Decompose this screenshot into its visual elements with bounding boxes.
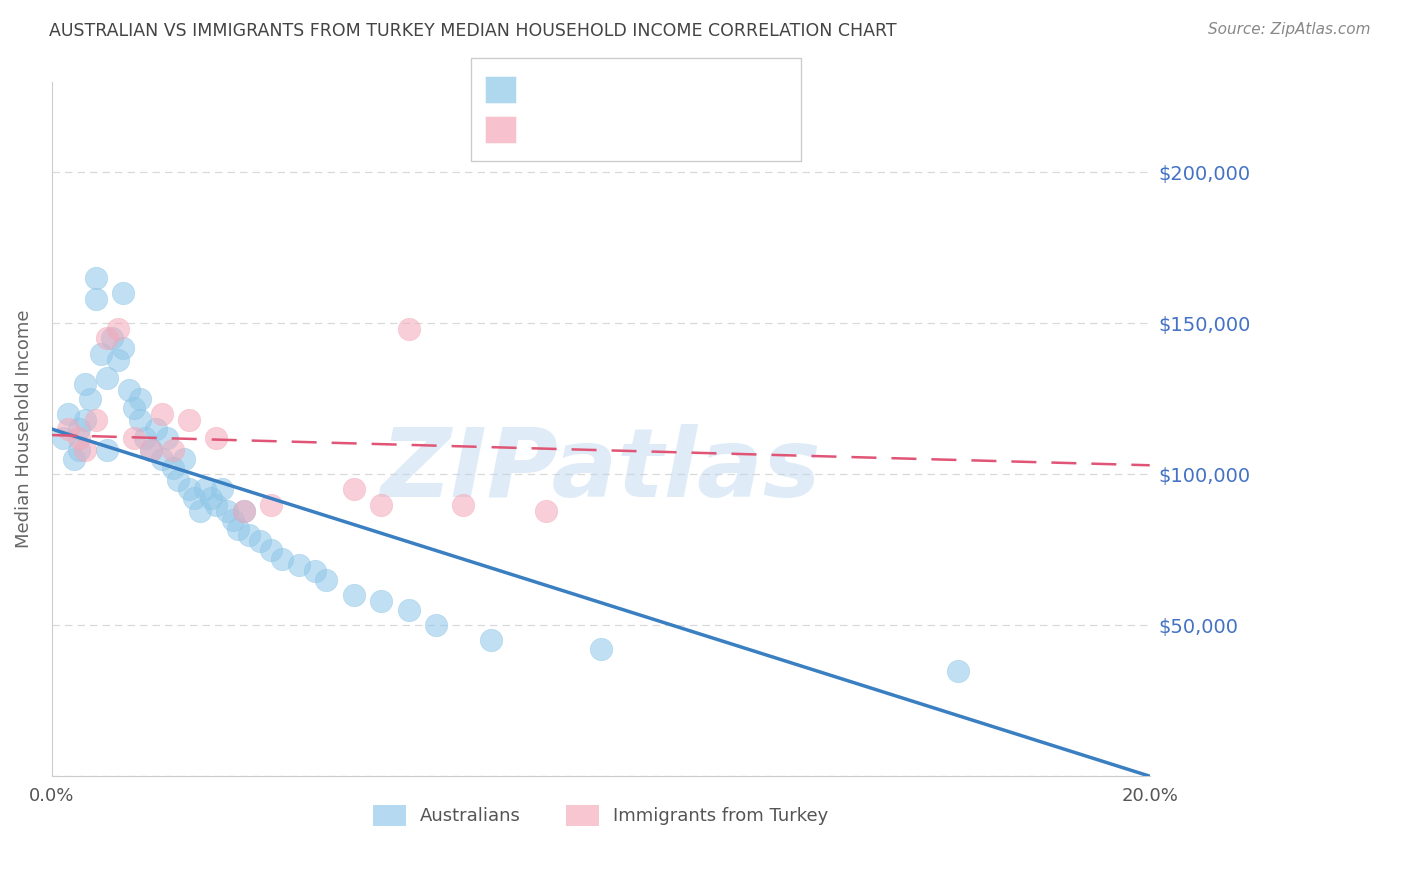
Point [589, 642, 612, 657]
Point [249, 533, 271, 548]
Point [205, 431, 228, 445]
Point [139, 443, 162, 458]
Point [398, 603, 420, 617]
Point [288, 558, 311, 572]
Point [398, 322, 420, 336]
Point [260, 542, 283, 557]
Point [177, 483, 200, 497]
Point [73, 376, 96, 391]
Point [67, 443, 90, 458]
Point [96, 443, 118, 458]
Text: R = -0.489   N = 54: R = -0.489 N = 54 [530, 79, 714, 99]
Point [343, 588, 366, 602]
Point [150, 452, 173, 467]
Point [73, 413, 96, 427]
Point [90, 346, 112, 360]
Point [479, 633, 502, 648]
Point [370, 594, 392, 608]
Point [205, 498, 228, 512]
Point [96, 370, 118, 384]
Point [145, 422, 167, 436]
Point [162, 461, 184, 475]
Point [304, 564, 326, 578]
Point [260, 498, 283, 512]
Point [425, 618, 447, 632]
Point [128, 413, 150, 427]
Text: R = -0.038   N = 19: R = -0.038 N = 19 [530, 120, 714, 139]
Point [453, 498, 475, 512]
Point [370, 498, 392, 512]
Point [188, 503, 211, 517]
Point [67, 431, 90, 445]
Point [194, 483, 217, 497]
Point [84, 292, 107, 306]
Point [112, 341, 135, 355]
Point [79, 392, 101, 406]
Text: ZIPatlas: ZIPatlas [381, 425, 821, 517]
Point [162, 443, 184, 458]
Point [101, 331, 124, 345]
Point [73, 443, 96, 458]
Point [52, 431, 75, 445]
Point [122, 431, 145, 445]
Point [58, 407, 80, 421]
Point [217, 503, 239, 517]
Point [128, 392, 150, 406]
Point [139, 443, 162, 458]
Point [156, 431, 179, 445]
Point [112, 286, 135, 301]
Point [84, 271, 107, 285]
Point [228, 522, 250, 536]
Point [211, 483, 233, 497]
Y-axis label: Median Household Income: Median Household Income [15, 310, 32, 549]
Point [232, 503, 254, 517]
Point [134, 431, 156, 445]
Point [84, 413, 107, 427]
Point [177, 413, 200, 427]
Point [271, 552, 294, 566]
Point [150, 407, 173, 421]
Point [946, 664, 969, 678]
Point [122, 401, 145, 415]
Point [67, 422, 90, 436]
Point [232, 503, 254, 517]
Point [200, 491, 222, 506]
Point [107, 322, 129, 336]
Point [173, 452, 195, 467]
Point [117, 383, 139, 397]
Legend: Australians, Immigrants from Turkey: Australians, Immigrants from Turkey [366, 797, 835, 833]
Text: AUSTRALIAN VS IMMIGRANTS FROM TURKEY MEDIAN HOUSEHOLD INCOME CORRELATION CHART: AUSTRALIAN VS IMMIGRANTS FROM TURKEY MED… [49, 22, 897, 40]
Point [107, 352, 129, 367]
Point [96, 331, 118, 345]
Point [238, 527, 260, 541]
Point [62, 452, 84, 467]
Point [222, 513, 245, 527]
Point [167, 474, 190, 488]
Point [183, 491, 205, 506]
Text: Source: ZipAtlas.com: Source: ZipAtlas.com [1208, 22, 1371, 37]
Point [58, 422, 80, 436]
Point [534, 503, 557, 517]
Point [343, 483, 366, 497]
Point [315, 573, 337, 587]
